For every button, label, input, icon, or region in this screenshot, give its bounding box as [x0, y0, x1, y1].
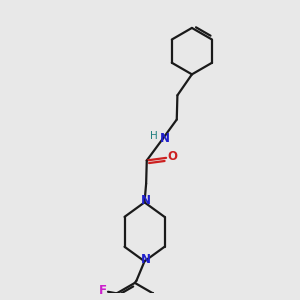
- Text: N: N: [141, 253, 151, 266]
- Text: N: N: [160, 132, 170, 145]
- Text: F: F: [99, 284, 107, 297]
- Text: O: O: [167, 150, 177, 164]
- Text: N: N: [141, 194, 151, 207]
- Text: H: H: [150, 130, 158, 141]
